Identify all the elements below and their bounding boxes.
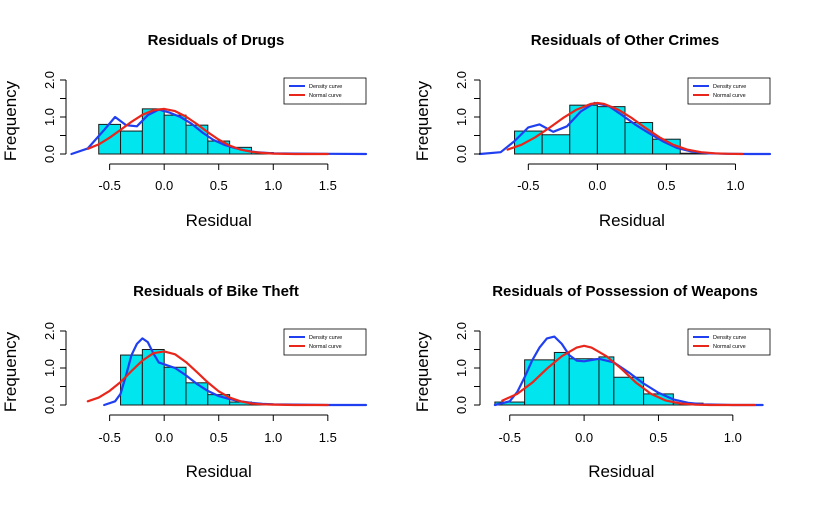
normal-curve-line [86, 107, 329, 156]
x-tick-label: -0.5 [98, 178, 120, 193]
histogram-bar [141, 108, 165, 155]
y-tick-label: 2.0 [42, 71, 57, 89]
legend-label: Density curve [713, 84, 746, 90]
x-tick-label: 0.0 [588, 178, 606, 193]
x-tick-label: 1.0 [264, 178, 282, 193]
y-axis-label: Frequency [1, 80, 20, 161]
legend-label: Normal curve [713, 93, 746, 99]
x-tick-label: 1.0 [724, 430, 742, 445]
x-tick-label: 0.0 [575, 430, 593, 445]
x-tick-label: 0.5 [649, 430, 667, 445]
x-tick-label: -0.5 [517, 178, 539, 193]
histogram-bar [541, 134, 571, 155]
y-axis-label: Frequency [413, 331, 432, 412]
x-tick-label: -0.5 [98, 430, 120, 445]
histogram-bar [98, 123, 122, 155]
y-axis-label: Frequency [413, 80, 432, 161]
chart-panel-1: Residuals of Drugs -0.5 0.0 0.5 1.0 1.5 0.0 1.0… [1, 32, 368, 230]
x-axis-label: Residual [186, 462, 252, 481]
x-tick-label: 0.5 [210, 430, 228, 445]
chart-panel-2: Residuals of Other Crimes -0.5 0.0 0.5 1.0 0.… [413, 32, 772, 230]
histogram-bar [120, 130, 143, 155]
x-axis-label: Residual [588, 462, 654, 481]
legend-label: Density curve [713, 335, 746, 341]
x-axis-label: Residual [186, 211, 252, 230]
y-tick-label: 1.0 [454, 359, 469, 377]
x-tick-label: 0.5 [657, 178, 675, 193]
normal-curve-line [501, 344, 757, 407]
chart-title: Residuals of Drugs [148, 32, 285, 49]
y-tick-label: 0.0 [454, 396, 469, 414]
legend: Density curve Normal curve [283, 328, 367, 356]
legend-label: Density curve [309, 84, 342, 90]
density-curve-line [493, 335, 764, 407]
chart-title: Residuals of Possession of Weapons [492, 283, 758, 300]
chart-panel-3: Residuals of Bike Theft -0.5 0.0 0.5 1.0 1.5 0… [1, 283, 368, 481]
legend-box [283, 328, 367, 356]
y-tick-label: 0.0 [454, 145, 469, 163]
legend-label: Normal curve [713, 344, 746, 350]
y-tick-label: 1.0 [42, 359, 57, 377]
histogram-bar [613, 376, 645, 406]
x-tick-label: 0.0 [155, 430, 173, 445]
chart-title: Residuals of Bike Theft [133, 283, 299, 300]
y-tick-label: 2.0 [454, 71, 469, 89]
y-tick-label: 1.0 [42, 108, 57, 126]
y-axis-label: Frequency [1, 331, 20, 412]
x-tick-label: 1.5 [319, 178, 337, 193]
x-tick-label: -0.5 [499, 430, 521, 445]
x-tick-label: 1.0 [264, 430, 282, 445]
histogram-bar [568, 358, 600, 406]
chart-title: Residuals of Other Crimes [531, 32, 719, 49]
y-tick-label: 0.0 [42, 145, 57, 163]
legend-box [283, 77, 367, 105]
legend: Density curve Normal curve [687, 77, 771, 105]
legend-box [687, 328, 771, 356]
y-tick-label: 0.0 [42, 396, 57, 414]
x-axis-label: Residual [599, 211, 665, 230]
histogram-bar [185, 382, 209, 406]
histogram-bar [163, 114, 187, 155]
normal-curve-line [506, 101, 744, 156]
legend-label: Density curve [309, 335, 342, 341]
histogram-bar [569, 104, 598, 155]
x-tick-label: 0.5 [210, 178, 228, 193]
y-tick-label: 2.0 [42, 322, 57, 340]
histogram-bar [643, 393, 674, 406]
legend: Density curve Normal curve [283, 77, 367, 105]
y-tick-label: 2.0 [454, 322, 469, 340]
y-tick-label: 1.0 [454, 108, 469, 126]
legend-label: Normal curve [309, 344, 342, 350]
normal-curve-line [86, 350, 329, 407]
x-tick-label: 1.5 [319, 430, 337, 445]
histogram-bar [598, 356, 615, 406]
chart-panel-4: Residuals of Possession of Weapons -0.5 0.… [413, 283, 771, 481]
legend-label: Normal curve [309, 93, 342, 99]
legend-box [687, 77, 771, 105]
x-tick-label: 0.0 [155, 178, 173, 193]
x-tick-label: 1.0 [726, 178, 744, 193]
legend: Density curve Normal curve [687, 328, 771, 356]
